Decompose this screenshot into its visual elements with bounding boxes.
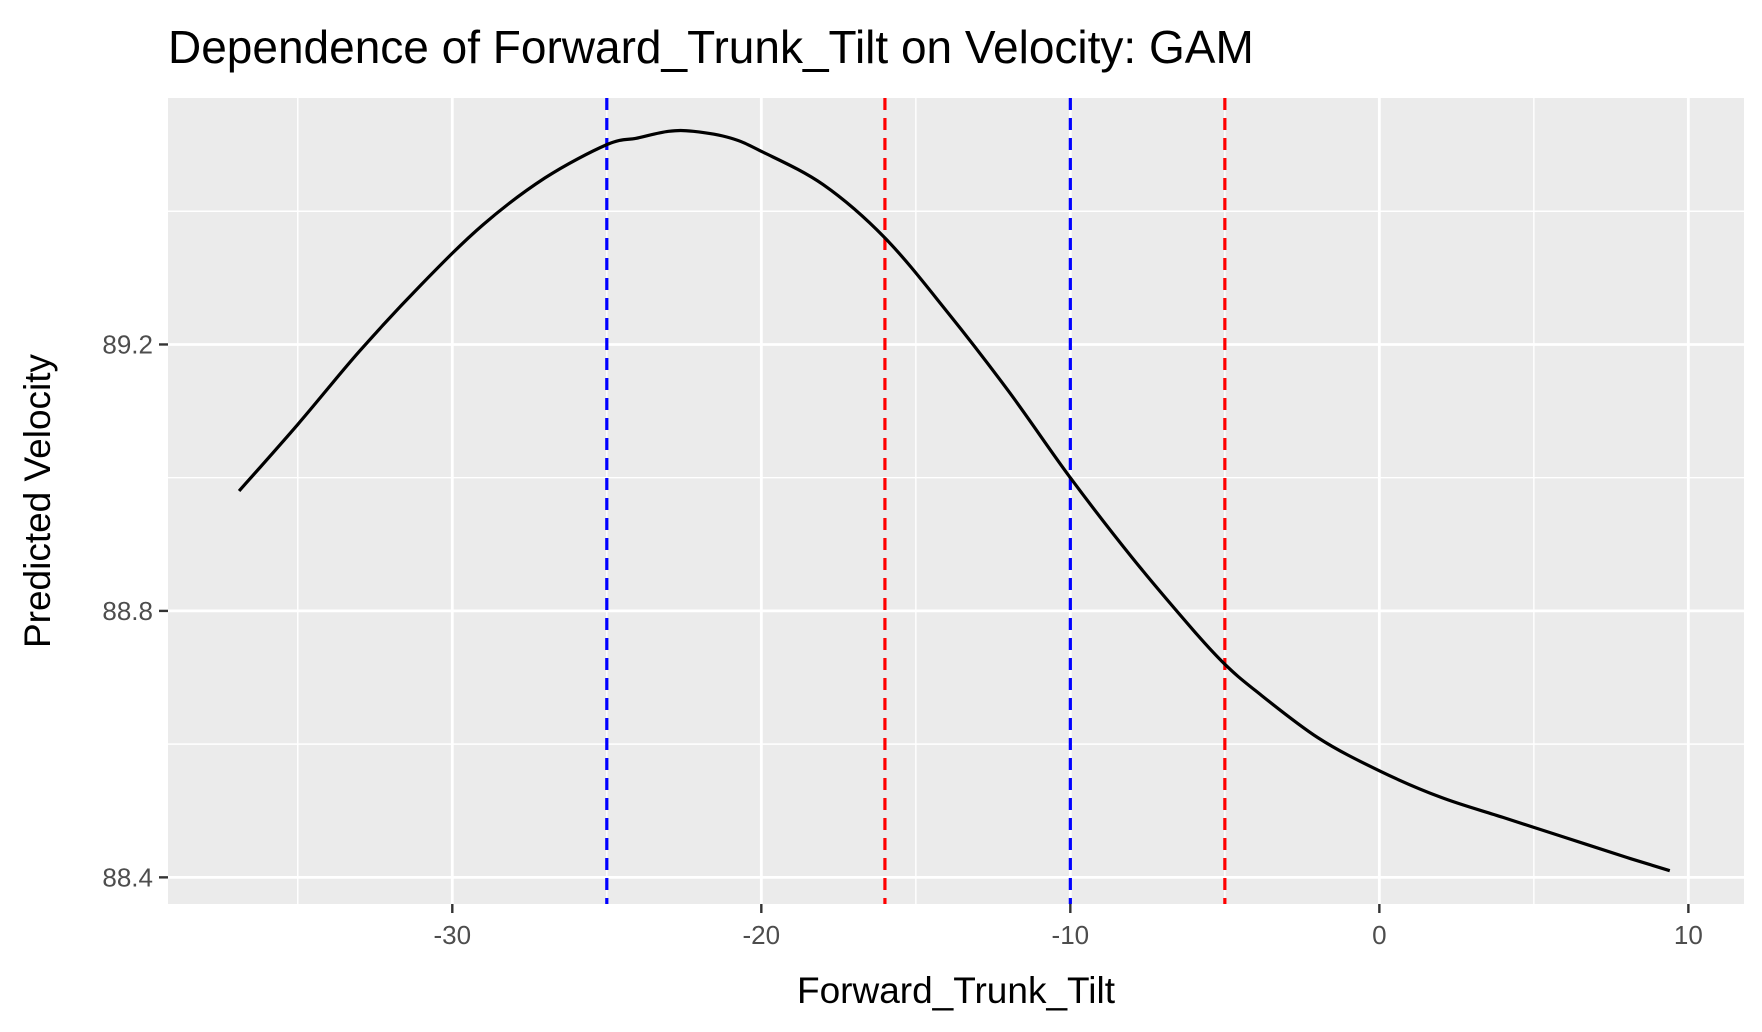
minor-gridlines xyxy=(168,98,1744,904)
y-axis-title: Predicted Velocity xyxy=(17,353,58,648)
chart-title: Dependence of Forward_Trunk_Tilt on Velo… xyxy=(168,21,1254,73)
x-tick-label: 10 xyxy=(1674,920,1703,950)
x-tick-label: 0 xyxy=(1372,920,1386,950)
series-line xyxy=(237,128,1671,873)
reference-lines xyxy=(605,98,1227,904)
x-tick-label: -20 xyxy=(743,920,781,950)
y-tick-label: 88.4 xyxy=(102,862,153,892)
major-gridlines xyxy=(168,98,1744,904)
x-tick-label: -30 xyxy=(434,920,472,950)
plot-panel xyxy=(168,98,1744,904)
x-tick-label: -10 xyxy=(1052,920,1090,950)
y-tick-label: 88.8 xyxy=(102,596,153,626)
y-axis: 88.4 88.8 89.2 xyxy=(102,329,168,892)
x-axis: -30 -20 -10 0 10 xyxy=(434,904,1703,950)
series-group xyxy=(237,128,1671,873)
y-tick-label: 89.2 xyxy=(102,329,153,359)
x-axis-title: Forward_Trunk_Tilt xyxy=(797,970,1116,1011)
